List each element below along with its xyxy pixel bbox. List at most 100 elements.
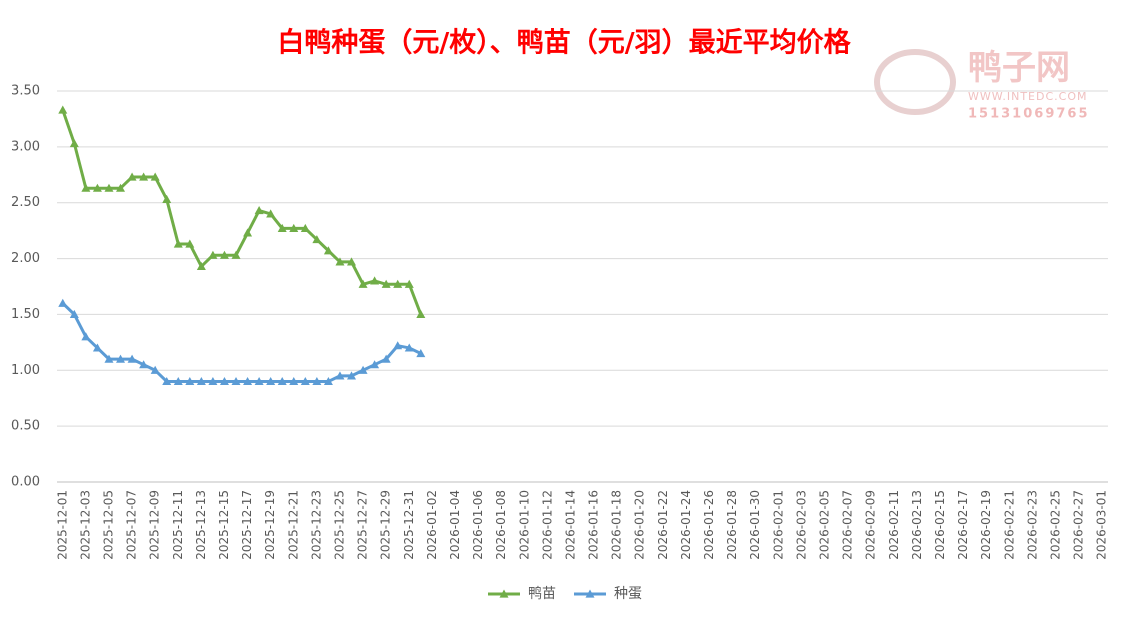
x-tick-label: 2026-02-01 (771, 490, 785, 560)
x-tick-label: 2026-01-06 (471, 490, 485, 560)
point-marker (277, 223, 287, 233)
y-tick-label: 0.50 (11, 419, 40, 434)
x-tick-label: 2026-01-30 (748, 490, 762, 560)
x-tick-label: 2025-12-15 (217, 490, 231, 560)
watermark: 鸭子网 WWW.INTEDC.COM 15131069765 (874, 48, 1090, 122)
point-marker (58, 105, 68, 114)
legend-label: 鸭苗 (528, 586, 556, 602)
x-tick-label: 2026-02-03 (794, 490, 808, 560)
x-tick-label: 2025-12-31 (402, 490, 416, 560)
point-marker (185, 376, 195, 386)
point-marker (358, 279, 368, 288)
x-tick-label: 2026-02-19 (979, 490, 993, 560)
point-marker (254, 376, 264, 386)
x-tick-label: 2025-12-21 (286, 490, 300, 560)
x-tick-label: 2026-01-22 (656, 490, 670, 560)
point-marker (243, 228, 253, 237)
point-marker (404, 343, 414, 352)
point-marker (289, 376, 299, 386)
point-marker (323, 376, 333, 386)
point-marker (335, 257, 345, 266)
x-tick-label: 2026-02-21 (1002, 490, 1016, 560)
watermark-phone: 15131069765 (968, 107, 1090, 122)
x-tick-label: 2026-02-11 (887, 490, 901, 560)
point-marker (173, 376, 183, 386)
x-tick-label: 2026-01-14 (563, 490, 577, 560)
point-marker (116, 183, 126, 192)
point-marker (139, 172, 149, 181)
point-marker (162, 376, 172, 386)
series-line (61, 109, 423, 315)
x-tick-label: 2025-12-17 (240, 490, 254, 560)
point-marker (92, 183, 102, 192)
x-tick-label: 2026-01-08 (494, 490, 508, 560)
point-marker (173, 239, 183, 248)
chart-title: 白鸭种蛋（元/枚）、鸭苗（元/羽）最近平均价格 (277, 27, 851, 59)
point-marker (92, 343, 102, 352)
x-tick-label: 2025-12-27 (356, 490, 370, 560)
x-tick-label: 2026-02-27 (1072, 490, 1086, 560)
point-marker (219, 376, 229, 386)
x-tick-label: 2026-01-16 (587, 490, 601, 560)
point-marker (312, 235, 322, 244)
point-marker (254, 206, 264, 215)
x-tick-label: 2026-03-01 (1095, 490, 1109, 560)
x-tick-label: 2026-02-05 (818, 490, 832, 560)
point-marker (416, 349, 426, 358)
x-tick-label: 2026-01-12 (540, 490, 554, 560)
x-tick-label: 2025-12-05 (101, 490, 115, 560)
x-tick-label: 2026-01-20 (633, 490, 647, 560)
x-tick-label: 2026-02-23 (1025, 490, 1039, 560)
x-tick-label: 2026-01-28 (725, 490, 739, 560)
point-marker (404, 279, 414, 288)
y-tick-label: 0.00 (11, 475, 40, 490)
point-marker (150, 365, 160, 374)
x-tick-label: 2026-02-17 (956, 490, 970, 560)
point-marker (277, 376, 287, 386)
x-tick-label: 2025-12-13 (194, 490, 208, 560)
point-marker (162, 194, 172, 203)
point-marker (370, 276, 380, 285)
x-tick-label: 2026-02-15 (933, 490, 947, 560)
point-marker (69, 139, 79, 148)
point-marker (289, 223, 299, 233)
legend-marker (585, 589, 595, 598)
x-tick-label: 2026-01-26 (702, 490, 716, 560)
y-tick-label: 3.00 (11, 139, 40, 154)
point-marker (104, 183, 114, 192)
point-marker (393, 341, 403, 350)
point-marker (104, 354, 114, 363)
point-marker (208, 376, 218, 386)
point-marker (231, 250, 241, 259)
point-marker (358, 365, 368, 374)
x-tick-label: 2025-12-01 (55, 490, 69, 560)
point-marker (116, 354, 126, 363)
point-marker (127, 172, 137, 181)
x-tick-label: 2025-12-03 (78, 490, 92, 560)
x-tick-label: 2025-12-19 (263, 490, 277, 560)
point-marker (185, 239, 195, 248)
x-tick-label: 2025-12-11 (171, 490, 185, 560)
x-tick-label: 2026-01-24 (679, 490, 693, 560)
x-tick-label: 2026-01-02 (425, 490, 439, 560)
point-marker (370, 360, 380, 369)
watermark-text: 鸭子网 (968, 48, 1070, 88)
point-marker (69, 309, 79, 319)
x-tick-label: 2026-01-18 (610, 490, 624, 560)
point-marker (335, 371, 345, 380)
point-marker (196, 261, 206, 270)
point-marker (196, 376, 206, 386)
point-marker (127, 354, 137, 363)
x-tick-label: 2026-02-07 (841, 490, 855, 560)
watermark-url: WWW.INTEDC.COM (968, 90, 1087, 103)
x-tick-label: 2026-02-13 (910, 490, 924, 560)
point-marker (231, 376, 241, 386)
point-marker (393, 279, 403, 288)
x-tick-label: 2026-02-25 (1049, 490, 1063, 560)
point-marker (208, 250, 218, 259)
point-marker (81, 332, 91, 341)
point-marker (312, 376, 322, 386)
point-marker (347, 257, 357, 266)
point-marker (266, 209, 276, 218)
